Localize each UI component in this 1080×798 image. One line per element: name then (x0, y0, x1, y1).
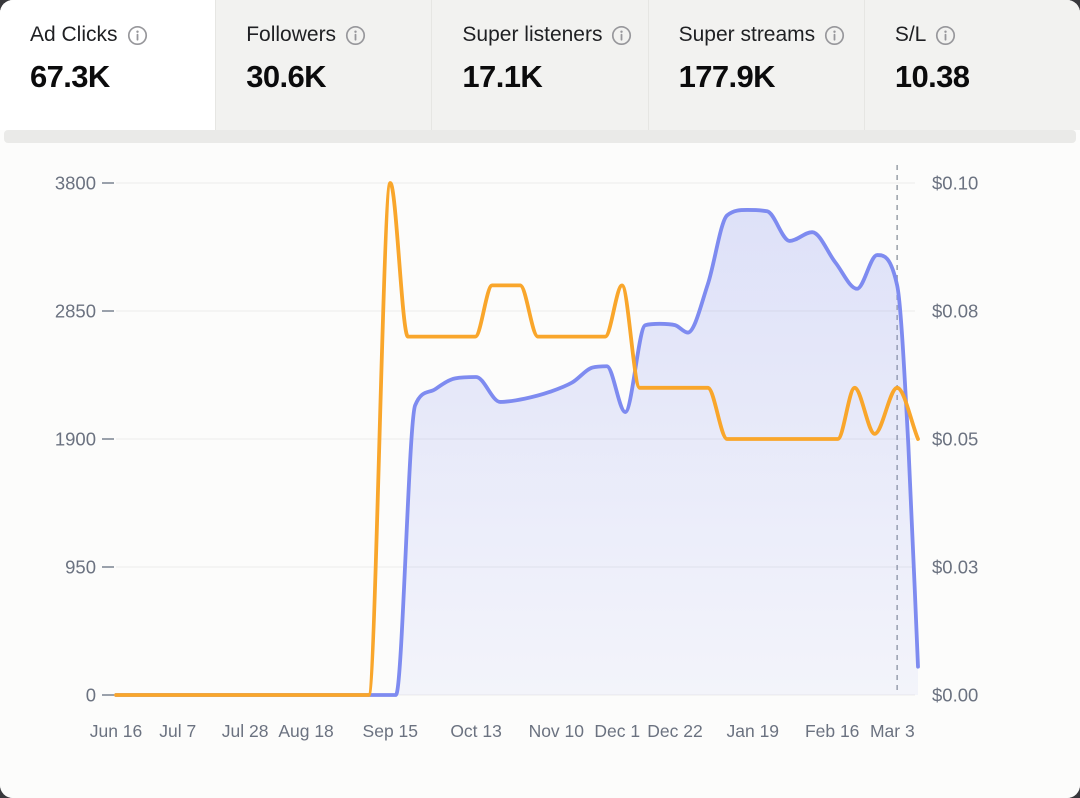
y-axis-left-label: 0 (86, 685, 96, 706)
x-axis-label: Jun 16 (90, 721, 143, 741)
tab-ad-clicks[interactable]: Ad Clicks 67.3K (0, 0, 216, 130)
x-axis-label: Mar 3 (870, 721, 915, 741)
x-axis-label: Sep 15 (363, 721, 418, 741)
trend-chart[interactable]: 3800 $0.10 2850 $0.08 1900 $0.05 950 $0.03 0 $0.0… (0, 143, 1080, 798)
tab-label: Super streams (678, 23, 816, 46)
tab-value: 10.38 (894, 59, 970, 94)
info-icon[interactable] (935, 25, 956, 46)
tab-value: 30.6K (246, 59, 326, 94)
x-axis-label: Dec 22 (647, 721, 702, 741)
x-axis-label: Jul 7 (159, 721, 196, 741)
x-axis-label: Dec 1 (594, 721, 640, 741)
tab-super-listeners[interactable]: Super listeners 17.1K (431, 0, 648, 130)
tab-value: 17.1K (462, 59, 543, 94)
y-axis-right-label: $0.05 (932, 429, 978, 450)
chart-area[interactable]: 3800 $0.10 2850 $0.08 1900 $0.05 950 $0.03 0 $0.0… (0, 143, 1080, 798)
ad-clicks-area (116, 209, 918, 695)
x-axis-label: Aug 18 (278, 721, 333, 741)
y-axis-left-label: 950 (65, 557, 96, 578)
tab-sl[interactable]: S/L 10.38 (863, 0, 1080, 130)
ad-clicks-line[interactable] (114, 208, 920, 697)
x-axis-label: Feb 16 (805, 721, 859, 741)
x-axis-label: Jan 19 (727, 721, 780, 741)
tab-value: 67.3K (30, 59, 110, 94)
tab-label: Super listeners (462, 23, 603, 46)
tab-label: Followers (246, 23, 337, 46)
info-icon[interactable] (345, 25, 366, 46)
info-icon[interactable] (127, 25, 148, 46)
y-axis-left-label: 3800 (55, 173, 96, 194)
tab-followers[interactable]: Followers 30.6K (215, 0, 432, 130)
info-icon[interactable] (824, 25, 845, 46)
tab-label: S/L (894, 23, 927, 46)
y-axis-left-label: 1900 (55, 429, 96, 450)
divider-band (4, 130, 1076, 143)
x-axis-label: Oct 13 (450, 721, 502, 741)
tab-value: 177.9K (678, 59, 776, 94)
y-axis-right-label: $0.00 (932, 685, 978, 706)
metric-tabs: Ad Clicks 67.3K Followers 30.6K Super li… (0, 0, 1080, 130)
tab-super-streams[interactable]: Super streams 177.9K (647, 0, 864, 130)
y-axis-right-label: $0.10 (932, 173, 978, 194)
cost-line[interactable] (114, 181, 920, 697)
x-axis-label: Jul 28 (222, 721, 269, 741)
y-axis-left-label: 2850 (55, 301, 96, 322)
tab-label: Ad Clicks (30, 23, 118, 46)
y-axis-right-label: $0.03 (932, 557, 978, 578)
info-icon[interactable] (611, 25, 632, 46)
y-axis-right-label: $0.08 (932, 301, 978, 322)
x-axis-label: Nov 10 (529, 721, 585, 741)
